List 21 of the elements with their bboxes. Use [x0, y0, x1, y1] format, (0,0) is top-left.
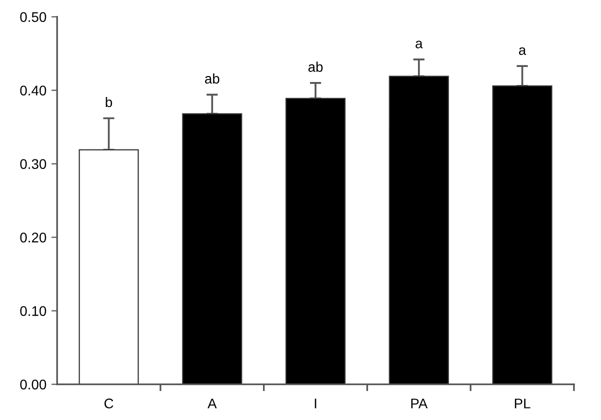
annotation: ab — [308, 62, 323, 72]
annotation: b — [106, 96, 112, 108]
x-tick-label: I — [314, 398, 316, 408]
x-tick-label: A — [208, 398, 217, 408]
y-tick-label: 0.10 — [20, 306, 46, 316]
bar — [492, 85, 552, 384]
annotation: a — [416, 40, 423, 48]
bar — [388, 76, 449, 384]
y-tick-label: 0.20 — [20, 232, 46, 242]
y-tick-label: 0.40 — [20, 86, 46, 96]
x-tick-label: PA — [411, 398, 428, 408]
y-tick-label: 0.50 — [20, 12, 46, 22]
x-tick-label: C — [104, 398, 114, 408]
annotation: a — [518, 47, 526, 55]
y-tick-label: 0.30 — [20, 159, 46, 169]
x-tick-label: PL — [514, 398, 530, 408]
bar — [286, 98, 346, 384]
bar — [78, 149, 139, 384]
y-tick-label: 0.00 — [20, 380, 46, 390]
bar — [182, 113, 242, 384]
annotation: ab — [205, 73, 220, 84]
